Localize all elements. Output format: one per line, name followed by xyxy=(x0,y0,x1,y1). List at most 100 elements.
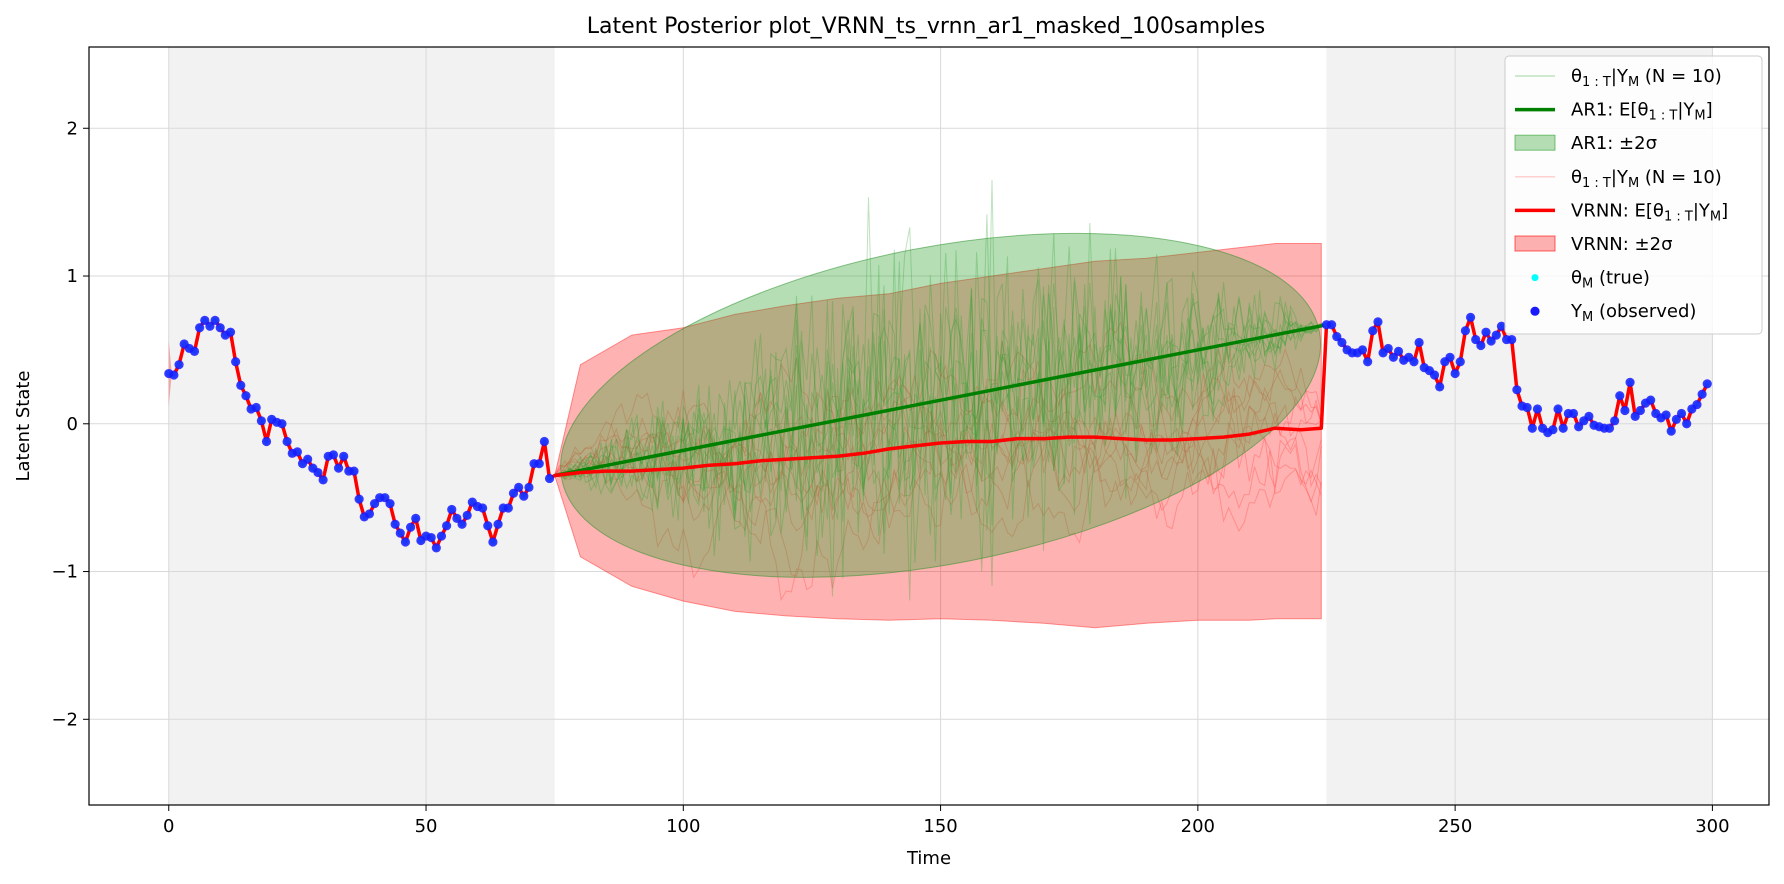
vrnn-sample-line xyxy=(554,343,1322,532)
y-axis-label: Latent State xyxy=(13,370,34,481)
observed-point xyxy=(251,402,261,413)
ar1-sample-line xyxy=(554,246,1327,572)
observed-point xyxy=(1481,327,1491,337)
ar1-band xyxy=(560,232,1322,578)
observed-point xyxy=(174,360,184,370)
series-marks xyxy=(164,180,1712,629)
observed-point xyxy=(1620,405,1630,416)
y-tick-label: 0 xyxy=(67,414,78,435)
observed-point xyxy=(385,498,395,509)
observed-point xyxy=(277,419,287,429)
observed-point xyxy=(519,491,529,501)
chart-title: Latent Posterior plot_VRNN_ts_vrnn_ar1_m… xyxy=(587,14,1266,39)
observed-point xyxy=(1646,395,1656,405)
observed-point xyxy=(1363,357,1373,367)
legend: θ1 : T|YM (N = 10) AR1: E[θ1 : T|YM] AR1: … xyxy=(1504,55,1763,335)
observed-point xyxy=(1522,402,1532,413)
legend-entry-label: VRNN: E[θ1 : T|YM] xyxy=(1571,200,1728,224)
observed-point xyxy=(1409,357,1419,367)
legend-entry-label: θ1 : T|YM (N = 10) xyxy=(1571,167,1722,191)
observed-point xyxy=(1610,416,1620,426)
observed-point xyxy=(354,494,364,504)
observed-point xyxy=(1450,368,1460,379)
observed-point xyxy=(493,519,503,529)
observed-point xyxy=(1604,423,1615,433)
legend-entry-label: VRNN: ±2σ xyxy=(1571,234,1672,255)
observed-point xyxy=(1337,337,1347,348)
observed-point xyxy=(1373,317,1383,327)
legend-observed-swatch xyxy=(1530,306,1540,316)
ar1-sample-line xyxy=(554,222,1327,552)
observed-point xyxy=(1455,357,1465,367)
ar1-sample-line xyxy=(554,180,1327,564)
vrnn-sample-line xyxy=(554,389,1322,602)
observed-point xyxy=(1476,340,1486,351)
observed-point xyxy=(333,463,344,473)
observed-point xyxy=(1465,312,1476,322)
observed-point xyxy=(442,521,452,531)
observed-point xyxy=(1676,408,1687,419)
legend-true-theta-swatch xyxy=(1531,274,1539,282)
observed-point xyxy=(1383,343,1393,354)
x-tick-label: 0 xyxy=(163,816,174,837)
x-axis: 0 50 100 150 200 250 300 xyxy=(163,805,1730,837)
vrnn-sample-line xyxy=(554,349,1322,579)
observed-point xyxy=(1435,382,1445,392)
observed-point xyxy=(1702,379,1712,389)
observed-point xyxy=(483,521,493,531)
observed-point xyxy=(364,509,375,519)
observed-point xyxy=(1697,389,1707,399)
observed-point xyxy=(256,416,266,426)
observed-point xyxy=(1568,408,1579,419)
y-tick-label: 1 xyxy=(67,266,78,287)
vrnn-sample-line xyxy=(554,367,1322,499)
observed-point xyxy=(411,513,421,523)
ar1-sample-line xyxy=(554,249,1327,562)
observed-point xyxy=(1625,377,1635,388)
x-tick-label: 150 xyxy=(923,816,957,837)
vrnn-sample-line xyxy=(554,373,1322,522)
observed-point xyxy=(1548,425,1558,435)
legend-entry-label: θ1 : T|YM (N = 10) xyxy=(1571,66,1722,90)
legend-vrnn-band-swatch xyxy=(1514,235,1556,252)
x-tick-label: 250 xyxy=(1438,816,1472,837)
legend-entry-label: YM (observed) xyxy=(1570,301,1696,325)
vrnn-sample-line xyxy=(554,392,1322,577)
observed-point xyxy=(514,482,524,492)
plot-frame xyxy=(88,46,1770,806)
observed-point xyxy=(339,451,349,461)
observed-point xyxy=(524,482,534,492)
y-tick-label: −1 xyxy=(51,562,78,583)
y-axis: −2 −1 0 1 2 xyxy=(51,118,89,730)
x-axis-label: Time xyxy=(906,848,951,869)
observed-point xyxy=(1414,337,1424,348)
observed-point xyxy=(210,315,220,325)
observed-point xyxy=(1682,419,1692,429)
observed-point xyxy=(189,346,200,356)
observed-point xyxy=(1661,410,1671,420)
observed-point xyxy=(503,503,513,513)
observed-point xyxy=(395,528,405,538)
legend-ar1-band-swatch xyxy=(1514,134,1556,151)
observed-point xyxy=(390,519,400,529)
observed-point xyxy=(303,454,313,464)
observed-point xyxy=(1635,405,1645,416)
legend-entry-label: AR1: ±2σ xyxy=(1571,133,1657,154)
observed-point xyxy=(1507,334,1517,345)
observed-point xyxy=(1615,391,1625,401)
observed-point xyxy=(488,537,498,547)
observed-point xyxy=(292,447,302,457)
observed-point xyxy=(1429,370,1440,380)
observed-point xyxy=(1584,411,1594,421)
x-tick-label: 200 xyxy=(1181,816,1215,837)
observed-point xyxy=(215,323,225,333)
observed-point xyxy=(225,327,236,337)
legend-box xyxy=(1504,55,1763,335)
observed-point xyxy=(1393,346,1404,356)
legend-entry-label: AR1: E[θ1 : T|YM] xyxy=(1571,100,1713,124)
vrnn-band xyxy=(554,243,1322,629)
observed-point xyxy=(1558,423,1568,433)
observed-point xyxy=(1666,426,1676,436)
observed-point xyxy=(1445,352,1455,362)
